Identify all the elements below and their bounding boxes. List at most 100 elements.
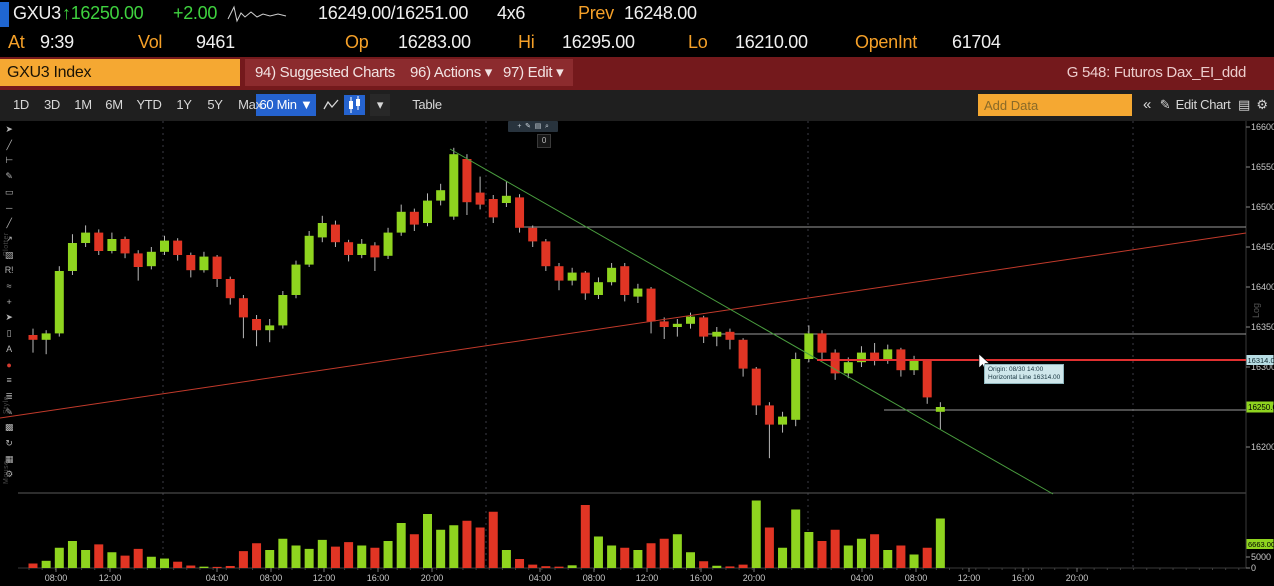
toolbar-section-label: Plotter: [3, 232, 10, 256]
mini-tool-icon[interactable]: ⌕: [545, 123, 549, 130]
low-label: Lo: [688, 32, 708, 52]
settings-icon[interactable]: ⚙: [5, 469, 13, 480]
up-arrow-icon: ↑: [62, 3, 71, 23]
mini-tool-icon[interactable]: ✎: [525, 123, 531, 130]
range-button-max[interactable]: Max: [238, 97, 262, 112]
annotate-panel-icon[interactable]: ▤: [1238, 97, 1250, 112]
regression-icon[interactable]: R!: [4, 265, 14, 276]
horizontal-line-icon[interactable]: ─: [5, 202, 13, 213]
chart-settings-gear-icon[interactable]: ⚙: [1256, 97, 1268, 112]
line-style-icon[interactable]: ≡: [6, 375, 12, 386]
move-icon[interactable]: +: [6, 296, 12, 307]
time-tick-label: 04:00: [851, 573, 874, 583]
last-price: ↑16250.00: [62, 3, 144, 23]
trendline-icon[interactable]: ╱: [6, 139, 12, 150]
edit-chart-pencil-icon[interactable]: ✎: [1159, 97, 1171, 112]
volume-bar: [686, 552, 695, 568]
annotation-count-badge: 0: [537, 134, 551, 148]
channel-icon[interactable]: ▨: [4, 249, 14, 260]
volume-bar: [173, 561, 183, 568]
time-tick-label: 04:00: [206, 573, 229, 583]
pencil-icon[interactable]: ✎: [5, 171, 13, 182]
volume-bar: [883, 550, 893, 568]
range-button-5y[interactable]: 5Y: [207, 97, 223, 112]
candle-body: [317, 223, 327, 238]
chart-title: G 548: Futuros Dax_EI_ddd: [1066, 64, 1247, 81]
rectangle-icon[interactable]: ▭: [4, 186, 14, 197]
interval-dropdown[interactable]: 60 Min ▼: [256, 94, 316, 116]
candle-body: [751, 368, 761, 406]
candle-body: [107, 239, 117, 251]
refresh-icon[interactable]: ↻: [5, 438, 13, 448]
candle-body: [738, 339, 748, 369]
security-field[interactable]: GXU3 Index: [0, 59, 240, 86]
arrow-icon[interactable]: ↗: [5, 233, 13, 244]
last-price-label: 16250.00: [1248, 403, 1274, 412]
candle-body: [778, 416, 788, 425]
measure-icon[interactable]: ⊢: [5, 155, 13, 166]
prev-label: Prev: [578, 3, 614, 23]
candle-body: [462, 159, 472, 203]
pointer-alt-icon[interactable]: ➤: [5, 312, 13, 323]
candle-body: [817, 333, 827, 353]
candle-body: [501, 195, 511, 203]
candle-body: [160, 240, 169, 252]
chart-type-caret[interactable]: ▾: [370, 94, 390, 116]
time-tick-label: 08:00: [905, 573, 928, 583]
menu-actions[interactable]: 96) Actions ▾: [400, 59, 503, 86]
ticker-symbol: GXU3: [13, 3, 61, 23]
zigzag-icon[interactable]: ≈: [6, 281, 12, 291]
candle-body: [699, 317, 709, 337]
add-data-input[interactable]: [978, 94, 1132, 116]
mini-tool-icon[interactable]: ▤: [534, 123, 542, 130]
line-width-icon[interactable]: ≣: [5, 390, 13, 401]
range-button-1d[interactable]: 1D: [12, 97, 30, 112]
candle-body: [357, 243, 367, 255]
fill-icon[interactable]: ▩: [4, 422, 14, 433]
text-icon[interactable]: A: [6, 343, 12, 354]
volume-bar: [843, 545, 853, 568]
volume-bar: [620, 547, 630, 568]
volume-bar: [778, 547, 788, 568]
edit-chart-button[interactable]: Edit Chart: [1175, 97, 1231, 112]
candle-body: [633, 288, 643, 297]
volume-tick-label: 5000: [1251, 552, 1271, 562]
volume-bar: [238, 551, 248, 568]
range-button-6m[interactable]: 6M: [105, 97, 123, 112]
menu-edit[interactable]: 97) Edit ▾: [493, 59, 574, 86]
candle-body: [870, 352, 880, 359]
range-button-1m[interactable]: 1M: [74, 97, 92, 112]
volume-bar: [370, 547, 380, 568]
time-tick-label: 16:00: [367, 573, 390, 583]
range-button-ytd[interactable]: YTD: [136, 97, 162, 112]
ascending-trendline[interactable]: [0, 232, 1247, 419]
volume-bar: [672, 534, 682, 568]
volume-bar: [41, 560, 51, 568]
pointer-icon[interactable]: ➤: [5, 124, 13, 134]
range-button-3d[interactable]: 3D: [43, 97, 61, 112]
candle-body: [791, 359, 801, 420]
high-value: 16295.00: [562, 32, 635, 52]
time-tick-label: 20:00: [421, 573, 444, 583]
image-icon[interactable]: ▦: [4, 453, 14, 464]
segment-icon[interactable]: ╱: [6, 218, 12, 229]
candle-body: [580, 272, 590, 294]
candle-body: [120, 239, 130, 254]
color-swatch-icon[interactable]: ●: [6, 359, 12, 370]
freehand-icon[interactable]: ✎: [5, 406, 13, 417]
table-button[interactable]: Table: [412, 97, 442, 112]
price-tick-label: 16300: [1251, 362, 1274, 372]
floating-annotation-bar[interactable]: + ✎ ▤ ⌕: [508, 121, 558, 132]
collapse-chevrons[interactable]: «: [1142, 96, 1152, 113]
eraser-icon[interactable]: ▯: [6, 328, 12, 339]
range-button-1y[interactable]: 1Y: [176, 97, 192, 112]
volume-bar: [199, 566, 209, 568]
vol-value: 9461: [196, 32, 235, 52]
menu-suggested-charts[interactable]: 94) Suggested Charts: [245, 59, 405, 86]
candle-chart-icon[interactable]: [344, 95, 365, 115]
descending-trendline[interactable]: [449, 148, 1054, 495]
mini-tool-icon[interactable]: +: [517, 123, 522, 130]
line-chart-icon[interactable]: [322, 97, 340, 113]
volume-bar: [160, 558, 169, 568]
